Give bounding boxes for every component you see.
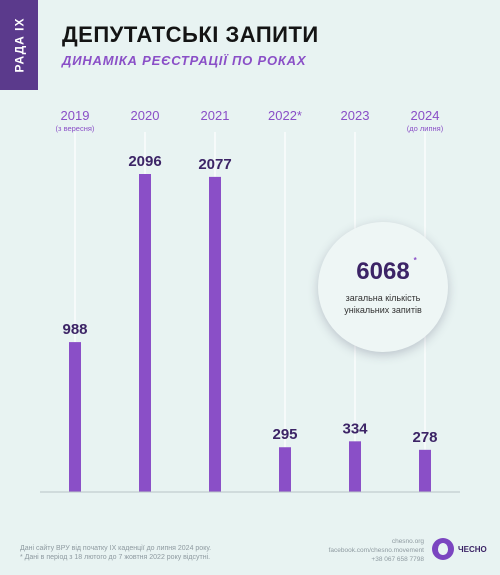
year-label: 2019 (61, 108, 90, 123)
page-subtitle: ДИНАМІКА РЕЄСТРАЦІЇ ПО РОКАХ (62, 53, 307, 68)
year-label: 2020 (131, 108, 160, 123)
total-requests-value: 6068 * (356, 256, 416, 286)
chesno-logo: ЧЕСНО (432, 538, 487, 560)
garlic-icon (432, 538, 454, 560)
year-label: 2022* (268, 108, 302, 123)
data-label: 278 (412, 429, 437, 446)
data-label: 2077 (198, 156, 231, 173)
contacts: chesno.org facebook.com/chesno.movement … (329, 537, 424, 564)
total-caption-line2: унікальних запитів (344, 305, 422, 315)
contact-site: chesno.org (391, 538, 424, 545)
year-label: 2021 (201, 108, 230, 123)
total-caption: загальна кількість унікальних запитів (344, 292, 421, 316)
year-label: 2024 (411, 108, 440, 123)
year-label: 2023 (341, 108, 370, 123)
data-label: 295 (272, 426, 297, 443)
bar (279, 447, 291, 492)
year-sublabel: (до липня) (407, 124, 444, 133)
total-value-text: 6068 (356, 258, 410, 285)
total-summary-circle: 6068 * загальна кількість унікальних запи… (318, 222, 448, 352)
bar (139, 174, 151, 492)
total-footnote-mark: * (413, 256, 417, 265)
bar (349, 441, 361, 492)
bar (209, 176, 221, 492)
data-label: 988 (62, 321, 87, 338)
logo-text: ЧЕСНО (458, 544, 487, 554)
source-notes: Дані сайту ВРУ від початку IX каденції д… (20, 544, 211, 562)
total-caption-line1: загальна кількість (345, 293, 421, 303)
data-label: 2096 (128, 153, 161, 170)
contact-facebook: facebook.com/chesno.movement (328, 547, 424, 554)
rada-badge: РАДА IX (0, 0, 38, 90)
source-note: Дані сайту ВРУ від початку IX каденції д… (20, 545, 212, 552)
bar (419, 449, 431, 492)
missing-data-note: * Дані в період з 18 лютого до 7 жовтня … (20, 554, 211, 561)
data-label: 334 (342, 420, 368, 437)
bar (69, 342, 81, 492)
page-title: ДЕПУТАТСЬКІ ЗАПИТИ (62, 22, 319, 47)
year-sublabel: (з вересня) (56, 124, 95, 133)
contact-phone: +38 067 658 7798 (371, 556, 424, 563)
